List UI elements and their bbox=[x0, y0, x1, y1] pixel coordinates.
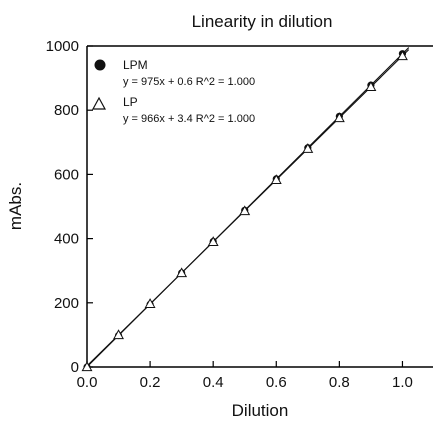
legend-label-lpm: LPM bbox=[123, 58, 148, 72]
fit-line-lp bbox=[86, 49, 410, 367]
point-lp bbox=[207, 236, 219, 246]
y-tick-label: 1000 bbox=[46, 38, 79, 55]
legend-label-lp: LP bbox=[123, 95, 138, 109]
y-tick-label: 600 bbox=[54, 166, 79, 183]
x-tick-label: 0.2 bbox=[140, 374, 161, 391]
point-lp bbox=[365, 81, 377, 91]
point-lp bbox=[302, 143, 314, 153]
data-points bbox=[81, 50, 408, 372]
y-tick-label: 800 bbox=[54, 102, 79, 119]
point-lp bbox=[397, 50, 408, 61]
x-tick-label: 0.8 bbox=[329, 374, 350, 391]
y-axis-label: mAbs. bbox=[6, 182, 25, 230]
x-axis-label: Dilution bbox=[232, 401, 289, 420]
legend-circle-marker bbox=[94, 59, 106, 71]
x-tick-label: 1.0 bbox=[392, 374, 413, 391]
x-tick-label: 0.6 bbox=[266, 374, 287, 391]
point-lp bbox=[333, 112, 345, 123]
legend: LPM y = 975x + 0.6 R^2 = 1.000 LP y = 96… bbox=[91, 58, 255, 125]
point-lp bbox=[113, 329, 124, 340]
point-lp bbox=[144, 298, 156, 308]
legend-equation-lpm: y = 975x + 0.6 R^2 = 1.000 bbox=[123, 76, 255, 88]
fit-lines bbox=[86, 47, 410, 368]
plot-area bbox=[86, 45, 433, 368]
point-lp bbox=[81, 361, 93, 372]
point-lp bbox=[270, 174, 282, 185]
y-tick-label: 200 bbox=[54, 295, 79, 312]
chart-title: Linearity in dilution bbox=[192, 12, 333, 31]
x-tick-label: 0.0 bbox=[77, 374, 98, 391]
legend-equation-lp: y = 966x + 3.4 R^2 = 1.000 bbox=[123, 113, 255, 125]
y-tick-label: 0 bbox=[71, 359, 79, 376]
y-tick-label: 400 bbox=[54, 231, 79, 248]
x-tick-label: 0.4 bbox=[203, 374, 224, 391]
x-axis-ticks: 0.0 0.2 0.4 0.6 0.8 1.0 bbox=[77, 361, 413, 391]
y-axis-ticks: 0 200 400 600 800 1000 bbox=[46, 38, 93, 376]
point-lp bbox=[176, 267, 188, 278]
legend-triangle-marker bbox=[91, 96, 107, 110]
point-lp bbox=[239, 205, 251, 216]
